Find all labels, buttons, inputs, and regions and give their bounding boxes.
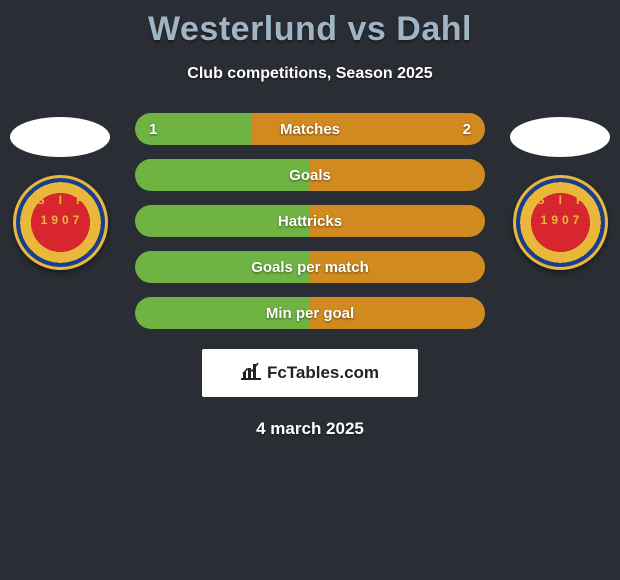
branding-text: FcTables.com [267, 363, 379, 383]
page-title: Westerlund vs Dahl [0, 0, 620, 49]
stat-bar: Matches1 2 [135, 113, 485, 145]
stat-bar-label: Hattricks [135, 205, 485, 237]
stat-bar: Hattricks [135, 205, 485, 237]
player-left-crest: SIF 1907 [13, 175, 108, 270]
page-subtitle: Club competitions, Season 2025 [0, 65, 620, 83]
branding-box: FcTables.com [202, 349, 418, 397]
player-right-column: SIF 1907 [500, 113, 620, 270]
stat-right-value: 2 [463, 113, 471, 145]
date-label: 4 march 2025 [0, 419, 620, 439]
chart-icon [241, 362, 261, 385]
crest-letters: SIF [13, 193, 108, 207]
crest-year: 1907 [13, 213, 108, 227]
crest-letters: SIF [513, 193, 608, 207]
stat-left-value: 1 [149, 113, 157, 145]
stat-bar: Min per goal [135, 297, 485, 329]
player-left-avatar [10, 117, 110, 157]
stat-bar-label: Matches [135, 113, 485, 145]
stat-bar-label: Goals [135, 159, 485, 191]
player-right-crest: SIF 1907 [513, 175, 608, 270]
player-left-column: SIF 1907 [0, 113, 120, 270]
player-right-avatar [510, 117, 610, 157]
stat-bar: Goals [135, 159, 485, 191]
crest-year: 1907 [513, 213, 608, 227]
stat-bars: Matches1 2 Goals Hattricks Goals per match Mi… [135, 113, 485, 329]
stat-bar-label: Min per goal [135, 297, 485, 329]
comparison-panel: SIF 1907 SIF 1907 Matches1 2 Goals Hattrick… [0, 113, 620, 439]
stat-bar: Goals per match [135, 251, 485, 283]
stat-bar-label: Goals per match [135, 251, 485, 283]
